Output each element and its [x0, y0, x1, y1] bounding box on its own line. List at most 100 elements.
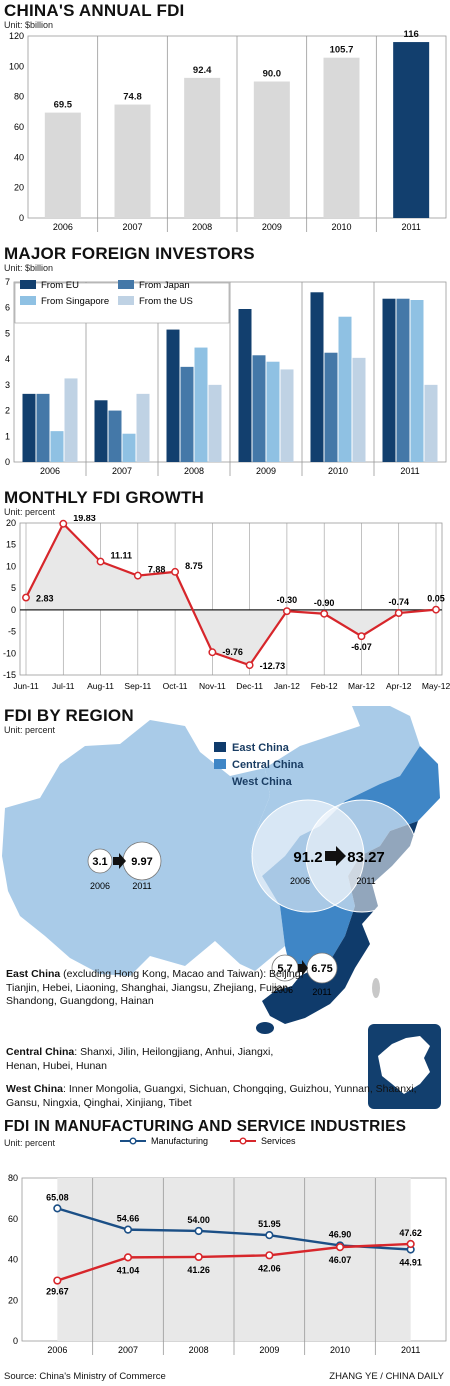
y-tick-label: 0 [11, 605, 16, 615]
bar [208, 384, 222, 462]
bar [310, 292, 324, 462]
x-tick-label: 2007 [122, 222, 142, 232]
credit-note: ZHANG YE / CHINA DAILY [329, 1371, 444, 1382]
bar [382, 298, 396, 462]
x-tick-label: 2010 [330, 1345, 350, 1355]
data-label: 42.06 [258, 1263, 281, 1273]
y-tick-label: 15 [6, 540, 16, 550]
data-point [53, 1276, 62, 1285]
central-2011-value: 6.75 [311, 963, 332, 975]
east-year-from: 2006 [290, 876, 310, 886]
bar [50, 431, 64, 462]
legend-central-label: Central China [232, 759, 304, 771]
series-line [56, 1242, 411, 1282]
data-label: -0.30 [277, 595, 298, 605]
data-point [282, 607, 291, 616]
east-year-to: 2011 [356, 876, 375, 886]
bar [238, 309, 252, 462]
bar [352, 357, 366, 462]
x-tick-label: Mar-12 [348, 681, 375, 691]
data-label: 2.83 [36, 594, 54, 604]
legend-swatch [118, 296, 134, 305]
x-tick-label: 2006 [53, 222, 73, 232]
x-tick-label: 2009 [262, 222, 282, 232]
data-label: 29.67 [46, 1287, 69, 1297]
bar [64, 378, 78, 462]
x-tick-label: 2008 [184, 466, 204, 476]
y-tick-label: 2 [5, 406, 10, 416]
bar [108, 410, 122, 462]
x-tick-label: Feb-12 [311, 681, 338, 691]
region-unit: Unit: percent [4, 725, 56, 735]
bar [410, 300, 424, 462]
source-note: Source: China's Ministry of Commerce [4, 1371, 166, 1382]
bar [324, 352, 338, 462]
data-point [133, 571, 142, 580]
data-point [245, 661, 254, 670]
legend-label: From EU [41, 280, 79, 291]
growth-line [25, 521, 437, 667]
investors-title: MAJOR FOREIGN INVESTORS [4, 244, 255, 263]
y-tick-label: 60 [14, 122, 24, 132]
data-point [22, 593, 30, 602]
central-2006-value: 5.7 [277, 963, 292, 975]
y-tick-label: 5 [5, 328, 10, 338]
x-tick-label: Apr-12 [386, 681, 412, 691]
data-point [171, 567, 180, 576]
bar-value-label: 69.5 [54, 100, 73, 111]
data-point [265, 1251, 274, 1260]
bar [22, 393, 36, 462]
bar-value-label: 92.4 [193, 65, 212, 76]
west-region-note: West China: Inner Mongolia, Guangxi, Sic… [6, 1083, 417, 1109]
x-tick-label: 2011 [401, 222, 420, 232]
monthly-growth-unit: Unit: percent [4, 507, 56, 517]
x-tick-label: Oct-11 [163, 681, 188, 691]
y-tick-label: 0 [19, 213, 24, 223]
data-label: 41.04 [117, 1265, 140, 1275]
y-tick-label: 80 [8, 1173, 18, 1183]
bar [424, 384, 438, 462]
x-tick-label: 2011 [401, 1345, 420, 1355]
data-label: 46.07 [329, 1255, 352, 1265]
inset-map [368, 1024, 441, 1109]
data-point [59, 519, 68, 528]
data-label: 44.91 [399, 1257, 422, 1267]
data-point [320, 609, 329, 618]
bar [122, 433, 136, 462]
y-tick-label: 5 [11, 583, 16, 593]
annual-fdi-chart: 0 20 40 60 80 100 120 69.5 2006 74.8 2007 92.4 2008 9… [9, 29, 447, 232]
y-tick-label: 20 [6, 518, 16, 528]
data-label: 51.95 [258, 1219, 281, 1229]
x-tick-label: May-12 [422, 681, 450, 691]
bar [166, 329, 180, 462]
bar [184, 77, 221, 218]
y-tick-label: 0 [5, 457, 10, 467]
data-point [208, 648, 217, 657]
data-point [96, 557, 105, 566]
data-point [432, 605, 440, 614]
y-tick-label: 0 [13, 1336, 18, 1346]
central-year-from: 2006 [273, 985, 293, 995]
data-label: 54.00 [187, 1215, 210, 1225]
investors-chart: 0 1 2 3 4 5 6 7 2006 2007 2008 2009 2010 2011 From EU F… [5, 277, 447, 476]
legend-swatch [20, 296, 36, 305]
y-tick-label: 120 [9, 31, 24, 41]
data-point [335, 1243, 345, 1252]
central-year-to: 2011 [312, 987, 331, 997]
central-region-note: Central China: Shanxi, Jilin, Heilongjia… [6, 1046, 274, 1072]
legend-label: From the US [139, 296, 193, 307]
data-label: 0.05 [427, 594, 445, 604]
y-tick-label: -15 [3, 670, 16, 680]
data-point [194, 1252, 203, 1262]
x-tick-label: Sep-11 [124, 681, 151, 691]
y-tick-label: 1 [5, 431, 10, 441]
bar-value-label: 105.7 [330, 45, 354, 56]
y-tick-label: 6 [5, 303, 10, 313]
bar [252, 355, 266, 462]
west-year-to: 2011 [132, 881, 151, 891]
bar [194, 347, 208, 462]
data-label: 19.83 [73, 515, 96, 523]
x-tick-label: 2007 [118, 1345, 138, 1355]
bar [136, 393, 150, 462]
legend-swatch [118, 280, 134, 289]
